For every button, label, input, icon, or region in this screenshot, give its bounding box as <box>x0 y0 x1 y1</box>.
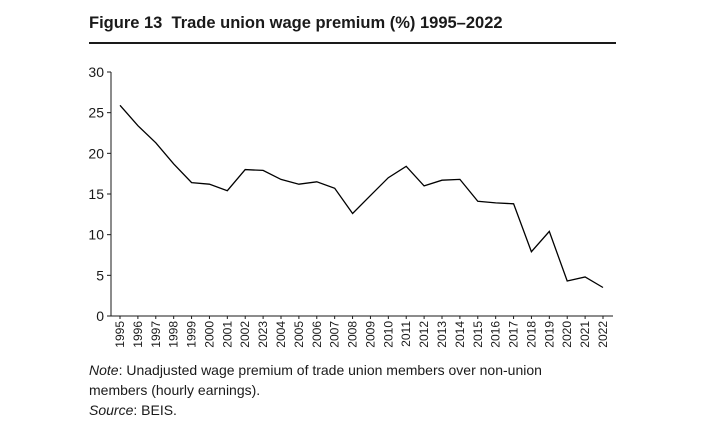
x-tick-label: 2012 <box>417 321 431 348</box>
x-tick-label: 2004 <box>274 321 288 348</box>
x-tick-label: 2020 <box>560 321 574 348</box>
x-tick-label: 2016 <box>489 321 503 348</box>
chart-axes <box>110 72 613 317</box>
x-tick-label: 2014 <box>453 321 467 348</box>
x-tick-label: 2000 <box>202 321 216 348</box>
y-tick-label: 5 <box>96 267 104 283</box>
x-tick-label: 1996 <box>131 321 145 348</box>
x-tick-label: 2011 <box>399 321 413 347</box>
x-tick-label: 2019 <box>542 321 556 348</box>
figure-title: Figure 13 Trade union wage premium (%) 1… <box>89 14 503 32</box>
y-tick-label: 10 <box>88 227 104 243</box>
x-tick-label: 2001 <box>220 321 234 348</box>
x-tick-label: 2015 <box>471 321 485 348</box>
series-line <box>119 104 604 289</box>
x-tick-label: 1998 <box>167 321 181 348</box>
x-tick-label: 2022 <box>596 321 610 348</box>
source-text: : BEIS. <box>133 402 177 418</box>
x-tick-label: 2023 <box>256 321 270 348</box>
x-tick-label: 2008 <box>346 321 360 348</box>
source-label: Source <box>89 402 134 418</box>
title-rule <box>89 42 616 44</box>
y-tick-label: 25 <box>88 105 104 121</box>
x-tick-label: 2017 <box>507 321 521 348</box>
note-line-2: members (hourly earnings). <box>89 380 649 400</box>
x-tick-label: 2002 <box>238 321 252 348</box>
note-label: Note <box>89 362 119 378</box>
series-lines <box>119 104 604 289</box>
y-tick-label: 30 <box>88 64 104 80</box>
chart-notes: Note: Unadjusted wage premium of trade u… <box>89 360 649 420</box>
note-line-1: Note: Unadjusted wage premium of trade u… <box>89 360 649 380</box>
x-tick-label: 1995 <box>113 321 127 348</box>
x-tick-label: 2005 <box>292 321 306 348</box>
x-tick-label: 1997 <box>149 321 163 348</box>
x-tick-label: 2018 <box>524 321 538 348</box>
x-tick-labels: 1995 1996 1997 1998 1999 2000 2001 2002 2023 2004… <box>113 316 610 348</box>
y-tick-label: 15 <box>88 186 104 202</box>
x-tick-label: 2010 <box>381 321 395 348</box>
x-tick-label: 1999 <box>185 321 199 348</box>
x-tick-label: 2007 <box>328 321 342 348</box>
x-tick-label: 2009 <box>363 321 377 348</box>
source-line: Source: BEIS. <box>89 400 649 420</box>
x-tick-label: 2013 <box>435 321 449 348</box>
y-tick-labels: 0 5 10 15 20 25 30 <box>88 64 111 324</box>
y-tick-label: 20 <box>88 145 104 161</box>
y-tick-label: 0 <box>96 308 104 324</box>
x-tick-label: 2021 <box>578 321 592 348</box>
note-text-2: members (hourly earnings). <box>89 382 261 398</box>
x-tick-label: 2006 <box>310 321 324 348</box>
note-text-1: : Unadjusted wage premium of trade union… <box>118 362 542 378</box>
